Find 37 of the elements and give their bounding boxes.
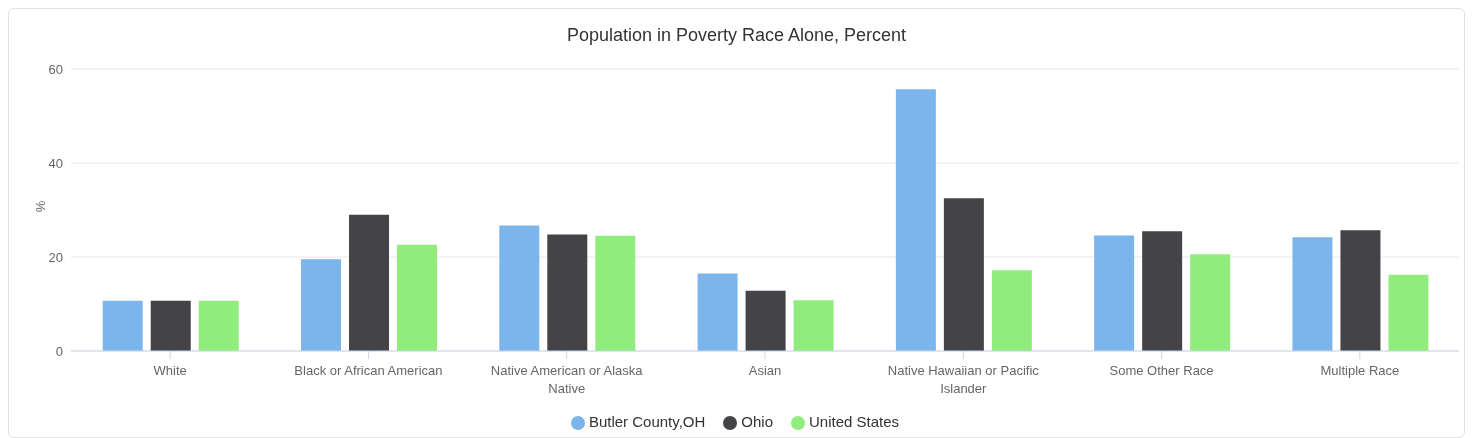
bar [1292, 237, 1333, 351]
legend-label: United States [809, 413, 900, 430]
x-tick-label: Some Other Race [1109, 363, 1214, 378]
bar [1190, 254, 1231, 351]
x-tick-label: Black or African American [294, 363, 443, 378]
bar [745, 290, 786, 351]
bar [547, 234, 588, 351]
y-axis-title: % [33, 200, 49, 213]
legend-label: Ohio [741, 413, 774, 430]
bar [595, 235, 636, 351]
bar [397, 244, 438, 351]
bar [943, 198, 984, 351]
y-tick-label: 0 [55, 343, 63, 359]
y-tick-label: 60 [48, 61, 63, 77]
bar [499, 225, 540, 351]
bar [895, 89, 936, 351]
x-tick-label: White [153, 363, 187, 378]
bar [349, 214, 390, 351]
x-tick-label: Native Hawaiian or Pacific Islander [887, 363, 1040, 396]
bar [991, 270, 1032, 351]
chart-title: Population in Poverty Race Alone, Percent [565, 24, 908, 47]
bar [1142, 231, 1183, 351]
bar [1340, 230, 1381, 351]
bar [198, 300, 239, 351]
x-tick-label: Asian [748, 363, 782, 378]
bar [102, 300, 143, 351]
bar [150, 300, 191, 351]
bar [793, 300, 834, 351]
x-tick-label: Multiple Race [1320, 363, 1400, 378]
x-tick-label: Native American or Alaska Native [490, 363, 644, 396]
bar [301, 259, 342, 351]
y-tick-label: 20 [48, 249, 63, 265]
bar [1094, 235, 1135, 351]
bar [697, 273, 738, 351]
y-tick-label: 40 [48, 155, 63, 171]
bar [1388, 274, 1429, 351]
legend-label: Butler County,OH [588, 413, 706, 430]
